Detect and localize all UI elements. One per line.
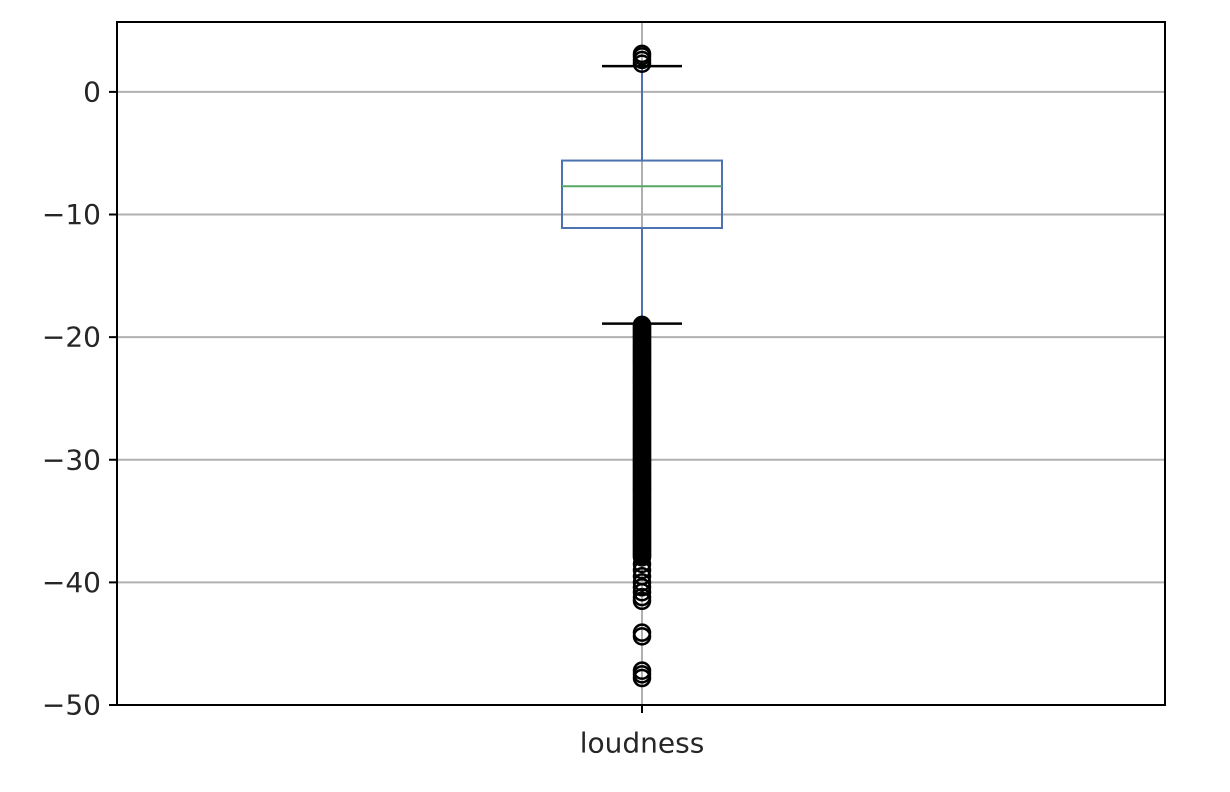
y-tick-label: −20 [42, 321, 101, 354]
x-tick-label: loudness [580, 727, 705, 760]
y-tick-label: −30 [42, 443, 101, 476]
y-tick-label: −10 [42, 198, 101, 231]
y-tick-label: −40 [42, 566, 101, 599]
flier-point [632, 554, 652, 574]
flier-point [632, 44, 652, 64]
flier-point [632, 548, 652, 567]
flier-point [632, 627, 652, 646]
flier-point [632, 668, 652, 688]
flier-point [632, 582, 652, 602]
y-tick-label: 0 [83, 75, 101, 108]
box-iqr [561, 159, 723, 230]
axes-ticks: 0 −10 −20 −30 −40 −50 loudness [42, 75, 704, 759]
y-tick-label: −50 [42, 689, 101, 722]
flier-point [632, 573, 652, 592]
box-plot-series [561, 44, 723, 688]
flier-point [632, 578, 652, 597]
flier-point [632, 591, 652, 611]
